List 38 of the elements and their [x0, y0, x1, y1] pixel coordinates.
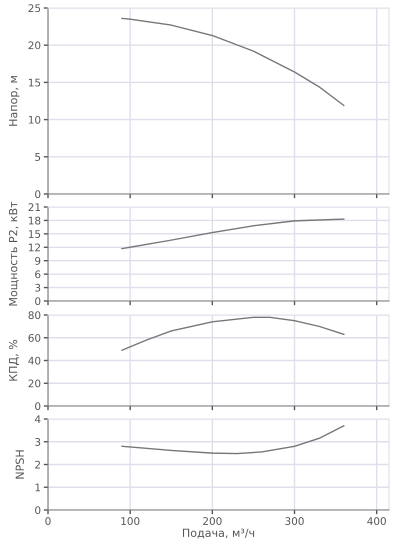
y-axis-title: Мощность P2, кВт — [8, 202, 19, 306]
y-tick-label: 12 — [28, 244, 40, 252]
y-tick-label: 0 — [35, 297, 40, 306]
line-series — [121, 316, 344, 351]
y-tick-label: 25 — [28, 4, 40, 12]
y-tick-label: 40 — [28, 356, 40, 365]
y-tick-label: 1 — [36, 484, 40, 492]
y-tick-label: 20 — [28, 41, 40, 50]
x-tick-label: 200 — [203, 517, 222, 526]
y-tick-label: 2 — [35, 460, 40, 468]
y-tick-label: 5 — [35, 153, 40, 161]
y-tick-label: 60 — [28, 334, 40, 342]
y-tick-label: 3 — [35, 438, 40, 446]
y-tick-label: 0 — [35, 506, 40, 514]
x-tick-label: 100 — [121, 517, 140, 526]
y-tick-label: 6 — [35, 270, 40, 278]
y-tick-label: 15 — [28, 230, 40, 238]
y-tick-label: 9 — [35, 256, 40, 265]
y-tick-label: 0 — [35, 402, 40, 410]
y-tick-label: 15 — [28, 78, 40, 87]
line-series — [121, 425, 344, 454]
x-tick-label: 300 — [285, 517, 304, 526]
y-tick-label: 4 — [34, 415, 40, 423]
y-tick-label: 80 — [28, 311, 40, 320]
y-axis-title: КПД, % — [8, 340, 19, 381]
y-axis-title: NPSH — [16, 450, 24, 479]
line-series — [121, 18, 344, 106]
x-axis-title: Подача, м³/ч — [182, 528, 254, 538]
line-series — [121, 218, 344, 250]
x-tick-label: 0 — [45, 517, 51, 526]
y-tick-label: 18 — [28, 216, 40, 225]
y-tick-label: 10 — [28, 116, 40, 124]
y-axis-title: Напор, м — [9, 76, 20, 126]
y-tick-label: 21 — [28, 203, 40, 211]
y-tick-label: 3 — [35, 284, 40, 292]
y-tick-label: 0 — [35, 190, 40, 198]
x-tick-label: 400 — [367, 517, 386, 526]
y-tick-label: 20 — [28, 379, 40, 388]
